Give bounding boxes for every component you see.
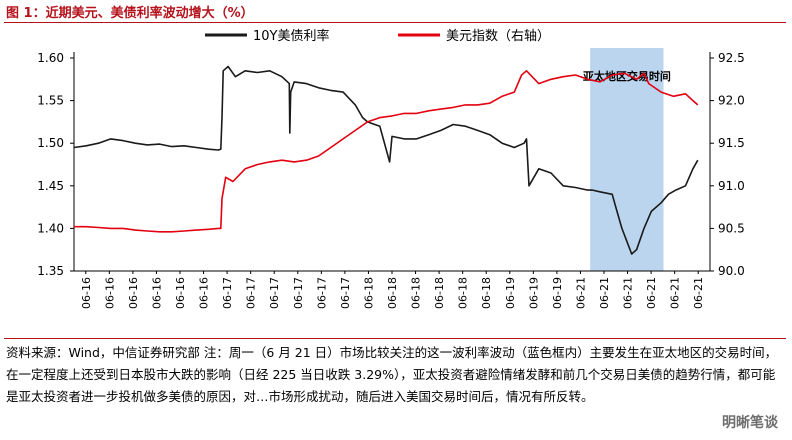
x-tick-label: 06-17 bbox=[268, 277, 281, 309]
x-tick-label: 06-16 bbox=[174, 277, 187, 309]
x-tick-label: 06-19 bbox=[551, 277, 564, 309]
note-divider bbox=[4, 338, 786, 339]
x-tick-label: 06-16 bbox=[127, 277, 140, 309]
x-tick-label: 06-17 bbox=[245, 277, 258, 309]
series-layer bbox=[73, 65, 699, 255]
x-tick-label: 06-19 bbox=[527, 277, 540, 309]
x-tick-label: 06-21 bbox=[669, 277, 682, 309]
y-left-tick-label: 1.50 bbox=[37, 136, 64, 150]
x-tick-label: 06-17 bbox=[339, 277, 352, 309]
x-tick-label: 06-16 bbox=[150, 277, 163, 309]
x-tick-label: 06-21 bbox=[692, 277, 705, 309]
figure-title: 图 1：近期美元、美债利率波动增大（%） bbox=[6, 6, 254, 21]
y-left-tick-label: 1.45 bbox=[37, 179, 64, 193]
title-divider bbox=[4, 22, 786, 23]
y-left-tick-label: 1.40 bbox=[37, 221, 64, 235]
axis-layer: 1.35 1.40 1.45 1.50 1.55 1.60 90.0 90.5 91.0 91.5… bbox=[37, 51, 744, 309]
x-tick-label: 06-21 bbox=[574, 277, 587, 309]
x-tick-label: 06-19 bbox=[504, 277, 517, 309]
y-right-tick-label: 92.5 bbox=[718, 51, 745, 65]
legend-item-dollar-label: 美元指数（右轴） bbox=[446, 29, 550, 44]
x-tick-label: 06-21 bbox=[622, 277, 635, 309]
y-right-tick-label: 91.5 bbox=[718, 136, 745, 150]
line-chart: 亚太地区交易时间 1.351.401.451.501.551.6090.090.… bbox=[37, 28, 744, 309]
y-right-tick-label: 90.5 bbox=[718, 221, 745, 235]
legend-item-yield-label: 10Y美债利率 bbox=[253, 28, 329, 44]
y-left-tick-label: 1.55 bbox=[37, 94, 64, 108]
source-note: 资料来源：Wind，中信证券研究部 注：周一（6 月 21 日）市场比较关注的这… bbox=[6, 345, 778, 404]
y-right-tick-label: 90.0 bbox=[718, 264, 745, 278]
y-right-tick-label: 91.0 bbox=[718, 179, 745, 193]
x-tick-label: 06-18 bbox=[480, 277, 493, 309]
y-left-tick-label: 1.35 bbox=[37, 264, 64, 278]
x-tick-label: 06-16 bbox=[198, 277, 211, 309]
x-tick-label: 06-17 bbox=[221, 277, 234, 309]
x-tick-label: 06-17 bbox=[292, 277, 305, 309]
y-right-tick-label: 92.0 bbox=[718, 94, 745, 108]
x-tick-label: 06-18 bbox=[362, 277, 375, 309]
y-left-tick-label: 1.60 bbox=[37, 51, 64, 65]
x-tick-label: 06-18 bbox=[386, 277, 399, 309]
legend: 10Y美债利率 美元指数（右轴） bbox=[205, 28, 550, 44]
x-tick-label: 06-21 bbox=[598, 277, 611, 309]
x-tick-label: 06-16 bbox=[103, 277, 116, 309]
x-tick-label: 06-18 bbox=[410, 277, 423, 309]
x-tick-label: 06-18 bbox=[433, 277, 446, 309]
x-tick-label: 06-17 bbox=[315, 277, 328, 309]
x-tick-label: 06-16 bbox=[80, 277, 93, 309]
treasury-yield-line bbox=[73, 65, 699, 255]
x-tick-label: 06-18 bbox=[457, 277, 470, 309]
dollar-index-line bbox=[74, 69, 699, 233]
x-tick-label: 06-21 bbox=[645, 277, 658, 309]
watermark: 明晰笔谈 bbox=[722, 415, 778, 431]
